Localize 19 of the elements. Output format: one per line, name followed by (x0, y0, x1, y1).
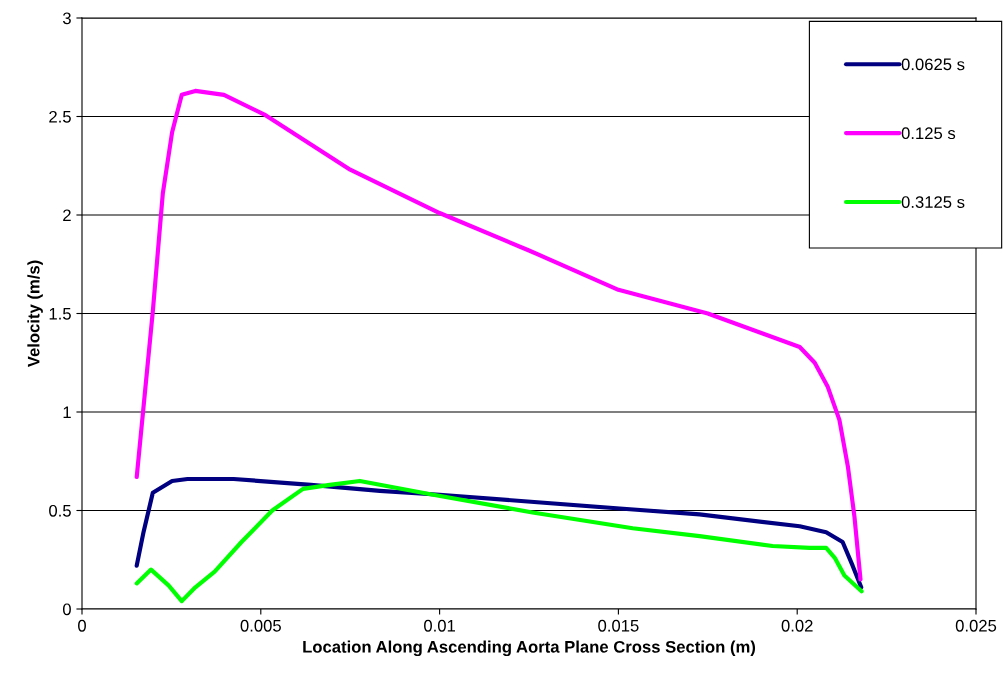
line-series (134, 88, 863, 582)
y-tick-label: 2.5 (49, 110, 71, 123)
y-tick-label: 0.5 (49, 504, 71, 517)
x-tick-label: 0.025 (955, 619, 997, 632)
y-tick-label: 2 (63, 209, 71, 222)
y-axis-title: Velocity (m/s) (27, 260, 43, 368)
x-tick-label: 0.02 (781, 619, 813, 632)
legend-label: 0.125 s (901, 127, 956, 140)
legend-label: 0.0625 s (901, 58, 965, 71)
x-tick-label: 0.005 (240, 619, 281, 632)
y-tick-label: 1 (63, 406, 71, 419)
y-tick-label: 3 (62, 12, 71, 25)
x-tick-label: 0 (78, 619, 86, 632)
y-tick-label: 1.5 (49, 308, 71, 320)
legend-label: 0.3125 s (901, 196, 965, 208)
x-axis-title: Location Along Ascending Aorta Plane Cross Section (m) (303, 640, 756, 657)
x-tick-label: 0.01 (424, 619, 456, 632)
y-tick-label: 0 (62, 603, 71, 616)
x-tick-label: 0.015 (598, 619, 639, 632)
